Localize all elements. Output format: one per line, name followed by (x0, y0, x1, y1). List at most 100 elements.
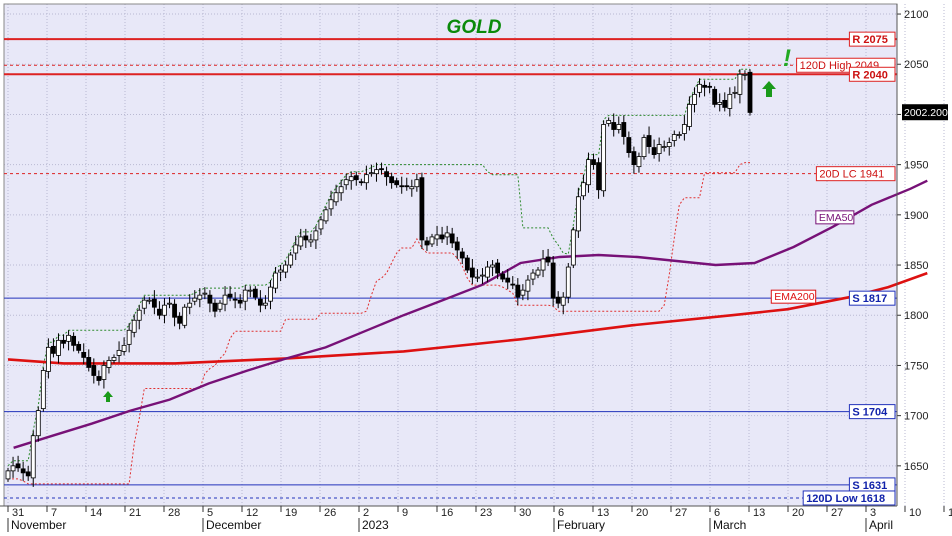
x-day-label: 16 (441, 507, 453, 519)
y-tick-label: 2100 (904, 9, 928, 21)
candle (631, 146, 637, 174)
candle (409, 179, 415, 197)
candle (303, 228, 309, 248)
x-day-label: 19 (285, 507, 297, 519)
candle (30, 430, 36, 487)
candle (252, 286, 258, 301)
y-tick-label: 1800 (904, 310, 928, 322)
y-tick-label: 1650 (904, 461, 928, 473)
candle (646, 126, 652, 154)
x-axis: 31 7 14 21 28 5 12 19 26 2 9 16 23 30 6 13 20 27 6 13 20 27 3 1… (0, 505, 952, 536)
x-day-label: 17 (948, 507, 952, 519)
candle (439, 226, 445, 243)
candle (61, 334, 66, 349)
candle (273, 267, 278, 294)
candle (40, 367, 46, 412)
candle (575, 187, 581, 238)
candle (722, 92, 728, 112)
candle (570, 226, 576, 269)
candle (242, 285, 248, 311)
candle (490, 260, 495, 277)
candle (656, 137, 662, 162)
candle (257, 290, 263, 313)
last-price-badge (902, 104, 948, 121)
candle (424, 236, 430, 251)
candle (146, 297, 152, 305)
candle (697, 78, 702, 98)
candle (469, 259, 475, 285)
candle (727, 87, 733, 117)
candle (338, 179, 344, 201)
level-label: R 2040 (852, 69, 887, 81)
x-day-label: 7 (51, 507, 57, 519)
candle (429, 233, 435, 247)
candle (611, 113, 617, 137)
candle (500, 271, 506, 283)
x-day-label: 13 (753, 507, 765, 519)
level-label-box (848, 404, 896, 420)
level-label-box (848, 31, 896, 47)
x-day-label: 20 (792, 507, 804, 519)
level-label: S 1631 (852, 480, 887, 492)
candle (278, 265, 283, 282)
y-tick-label: 2050 (904, 59, 928, 71)
candle (5, 467, 11, 482)
candle (641, 134, 647, 160)
candle (384, 166, 389, 186)
candle (495, 259, 501, 280)
level-label-box (802, 490, 896, 506)
candle (288, 251, 294, 269)
candle (283, 261, 289, 279)
x-day-label: 6 (714, 507, 720, 519)
exclamation-annotation: ! (783, 45, 791, 72)
x-day-label: 9 (402, 507, 408, 519)
candle (712, 86, 718, 108)
candle (399, 176, 405, 194)
x-day-label: 5 (207, 507, 213, 519)
candle (601, 120, 607, 197)
candle (404, 177, 410, 191)
candle (530, 269, 536, 286)
candle (308, 233, 314, 247)
candle (374, 162, 379, 182)
x-day-label: 3 (870, 507, 876, 519)
candle (207, 290, 213, 313)
candle (56, 333, 61, 364)
x-month-label: December (206, 518, 261, 532)
x-month-label: 2023 (362, 518, 389, 532)
candle (35, 406, 41, 442)
x-day-label: 12 (246, 507, 258, 519)
candle (586, 152, 591, 193)
candle (157, 301, 162, 320)
candle (268, 280, 273, 310)
candle (676, 131, 682, 139)
candle (591, 153, 596, 170)
y-tick-label: 1850 (904, 260, 928, 272)
candle (121, 337, 127, 356)
candle (263, 295, 268, 310)
candle (616, 116, 622, 134)
candle (550, 256, 556, 307)
candle (151, 290, 157, 315)
candle (136, 305, 142, 330)
candle (91, 358, 97, 384)
candle (414, 173, 420, 192)
stop-lines (7, 68, 750, 485)
candle (177, 312, 183, 330)
x-day-label: 31 (12, 507, 24, 519)
candle (101, 360, 107, 389)
candle (298, 228, 304, 250)
chart-title: GOLD (447, 17, 502, 38)
candle (702, 80, 707, 97)
level-label: S 1704 (852, 407, 888, 419)
candle (333, 184, 339, 206)
candle (737, 69, 743, 104)
candle (76, 341, 82, 354)
candle (126, 323, 132, 353)
candle (687, 96, 692, 131)
candle (116, 341, 122, 363)
x-day-label: 27 (675, 507, 687, 519)
candle (318, 215, 324, 235)
x-month-label: February (557, 518, 605, 532)
